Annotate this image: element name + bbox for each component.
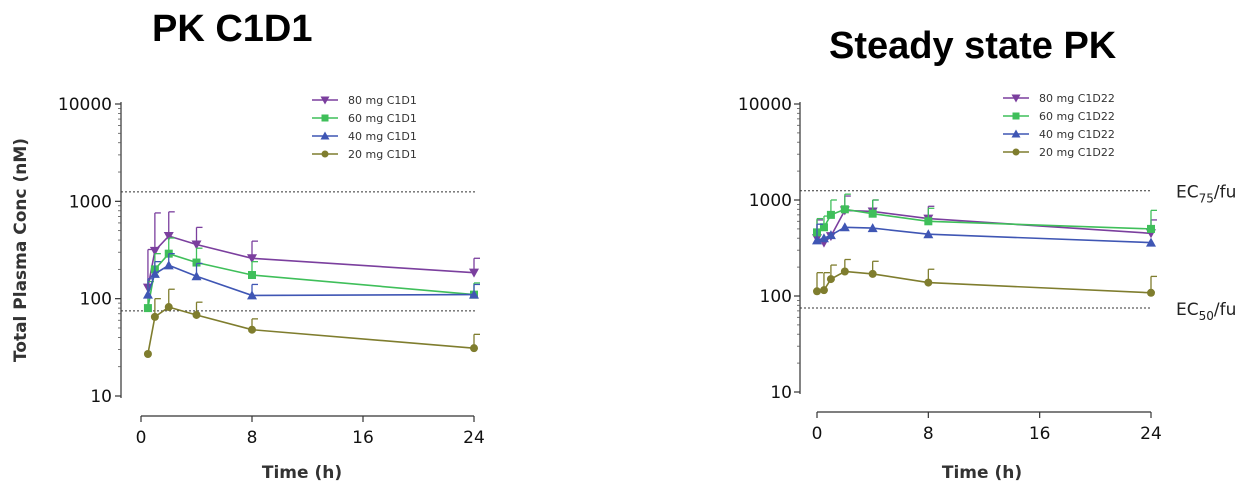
y-tick-label: 1000 [69,192,112,212]
data-point [191,240,202,250]
chart-title-right: Steady state PK [829,25,1117,67]
legend-label: 40 mg C1D1 [348,130,417,143]
data-point [143,304,152,313]
data-point [868,269,877,278]
reference-line-label: EC75/fu [1176,183,1236,206]
series-20-mg-c1d22 [813,258,1157,297]
series-line [816,208,1152,234]
data-point [164,303,173,312]
data-point [840,267,849,276]
data-point [149,246,160,256]
data-point [247,290,257,300]
data-point [191,271,202,281]
data-point [1147,224,1155,233]
legend-label: 40 mg C1D22 [1039,128,1115,141]
data-point [819,286,828,295]
y-axis-label: Total Plasma Conc (nM) [11,138,31,362]
data-point [826,210,835,219]
data-point [1147,288,1155,297]
x-tick-label: 0 [136,428,147,448]
data-point [163,260,174,270]
x-tick-label: 8 [247,428,258,448]
series-40-mg-c1d1 [142,253,480,300]
data-point [924,278,933,287]
data-point [142,289,153,299]
data-point [1012,112,1020,120]
data-point [825,230,836,240]
data-point [143,350,152,359]
x-tick-label: 16 [352,428,374,448]
legend-label: 80 mg C1D1 [348,94,417,107]
data-point [826,275,835,284]
data-point [840,205,849,214]
data-point [247,254,257,264]
data-point [248,325,256,334]
x-tick-label: 0 [812,424,823,444]
y-tick-label: 10 [770,383,792,403]
data-point [1011,94,1021,103]
legend-label: 60 mg C1D22 [1039,110,1115,123]
data-point [924,217,933,226]
y-tick-label: 100 [760,287,792,307]
y-tick-label: 1000 [749,191,792,211]
y-tick-label: 10 [90,387,112,407]
data-point [248,271,256,280]
data-point [923,229,934,239]
x-axis-label: Time (h) [262,463,342,483]
data-point [321,150,329,158]
data-point [192,310,201,319]
data-point [868,209,877,218]
x-tick-label: 24 [463,428,485,448]
series-line [147,235,475,288]
series-20-mg-c1d1 [143,288,480,359]
x-tick-label: 8 [923,424,934,444]
legend-label: 20 mg C1D1 [348,148,417,161]
data-point [470,344,478,353]
data-point [320,131,330,140]
x-axis-label: Time (h) [942,463,1022,483]
data-point [1011,129,1021,138]
data-point [1012,148,1020,156]
reference-line-label: EC50/fu [1176,300,1236,323]
data-point [150,312,159,321]
y-tick-label: 10000 [738,95,792,115]
legend-label: 60 mg C1D1 [348,112,417,125]
data-point [320,96,330,105]
series-40-mg-c1d22 [812,222,1156,247]
data-point [839,222,850,232]
x-tick-label: 16 [1029,424,1051,444]
legend-label: 20 mg C1D22 [1039,146,1115,159]
data-point [813,287,821,296]
data-point [192,258,201,267]
y-tick-label: 10000 [58,95,112,115]
chart-2: 10 100 1000 10000 0 8 16 24 Time (h) EC75/fu EC50/… [738,92,1237,483]
y-tick-label: 100 [80,290,112,310]
legend-label: 80 mg C1D22 [1039,92,1115,105]
data-point [163,232,174,242]
series-line [816,270,1152,294]
data-point [149,268,160,278]
data-point [469,289,479,299]
data-point [867,223,878,233]
series-80-mg-c1d22 [812,195,1157,248]
data-point [1146,237,1156,247]
chart-1: 10 100 1000 10000 0 8 16 24 Time (h) Total Plasma… [11,94,485,483]
data-point [321,114,329,122]
series-60-mg-c1d22 [813,193,1157,237]
series-line [147,306,475,355]
data-point [469,268,479,278]
chart-title-left: PK C1D1 [152,8,313,50]
data-point [819,223,828,232]
x-tick-label: 24 [1140,424,1162,444]
data-point [818,233,829,243]
